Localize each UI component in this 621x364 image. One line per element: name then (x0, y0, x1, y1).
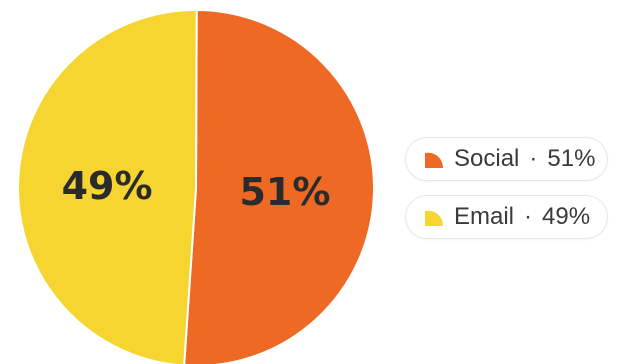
legend-label-social: Social (454, 145, 520, 172)
pie-slice-social[interactable] (183, 8, 375, 364)
legend-value-email: 49% (542, 203, 591, 230)
legend-separator-email: · (524, 203, 533, 230)
legend-item-social[interactable]: Social · 51% (405, 137, 609, 181)
legend-swatch-social-icon (425, 152, 444, 168)
legend-value-social: 51% (547, 145, 596, 172)
legend-item-email[interactable]: Email · 49% (405, 195, 609, 239)
legend-label-email: Email (454, 203, 515, 230)
legend-swatch-email-icon (425, 210, 444, 226)
pie-slice-email[interactable] (17, 9, 198, 364)
slice-label-email: 49% (62, 164, 153, 208)
legend: Social · 51% Email · 49% (405, 137, 609, 239)
pie-slices (17, 8, 375, 364)
pie-slice-labels: 49% 51% (62, 164, 331, 214)
slice-label-social: 51% (239, 170, 330, 214)
legend-separator-social: · (529, 145, 538, 172)
